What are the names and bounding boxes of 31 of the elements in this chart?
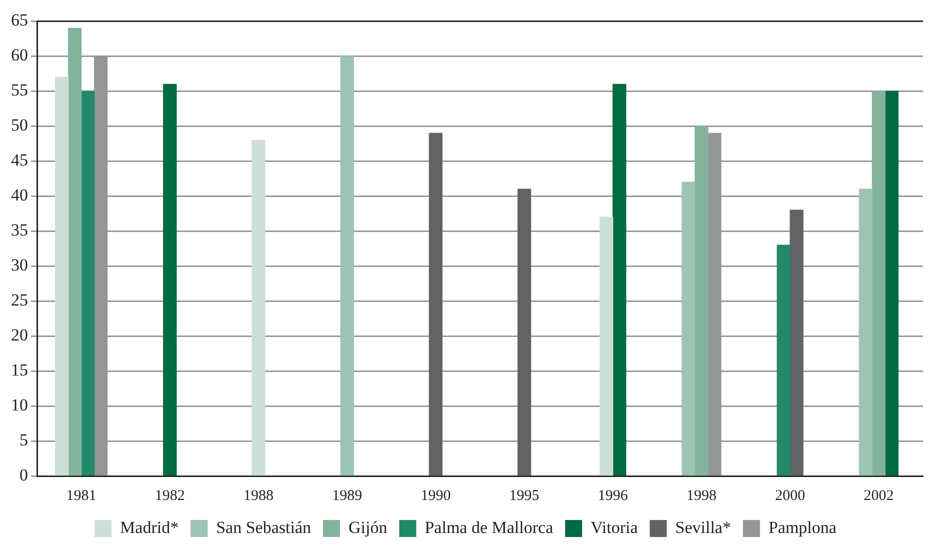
x-tick-label: 1982 — [154, 488, 185, 504]
x-tick-label: 1981 — [66, 488, 96, 504]
y-tick-label: 25 — [11, 290, 28, 310]
x-tick-label: 1995 — [509, 488, 540, 504]
y-tick-label: 15 — [11, 360, 28, 380]
y-tick-label: 5 — [20, 430, 28, 450]
y-tick-label: 10 — [11, 396, 28, 414]
y-tick-label: 45 — [11, 150, 28, 170]
x-tick-label: 1988 — [244, 488, 274, 504]
y-tick-label: 50 — [11, 116, 28, 135]
legend-label: Pamplona — [768, 518, 837, 537]
y-tick-label: 55 — [11, 80, 28, 100]
y-tick-label: 35 — [11, 220, 28, 240]
legend-label: Palma de Mallorca — [424, 518, 554, 537]
x-tick-label: 1990 — [420, 488, 451, 504]
legend-label: Vitoria — [590, 518, 638, 537]
x-tick-label: 1998 — [686, 488, 716, 504]
y-tick-label: 20 — [11, 326, 28, 345]
x-tick-label: 2002 — [864, 488, 894, 504]
y-tick-label: 30 — [11, 256, 28, 275]
y-tick-label: 0 — [20, 465, 28, 484]
legend-label: San Sebastián — [216, 518, 312, 537]
legend-label: Gijón — [348, 518, 388, 537]
y-tick-label: 60 — [11, 46, 28, 65]
legend-label: Sevilla* — [675, 518, 731, 537]
x-tick-label: 2000 — [775, 488, 806, 504]
y-tick-label: 65 — [11, 10, 28, 30]
x-tick-label: 1989 — [332, 488, 362, 504]
legend-label: Madrid* — [120, 518, 179, 537]
x-tick-label: 1996 — [598, 488, 628, 504]
y-tick-label: 40 — [11, 186, 28, 205]
